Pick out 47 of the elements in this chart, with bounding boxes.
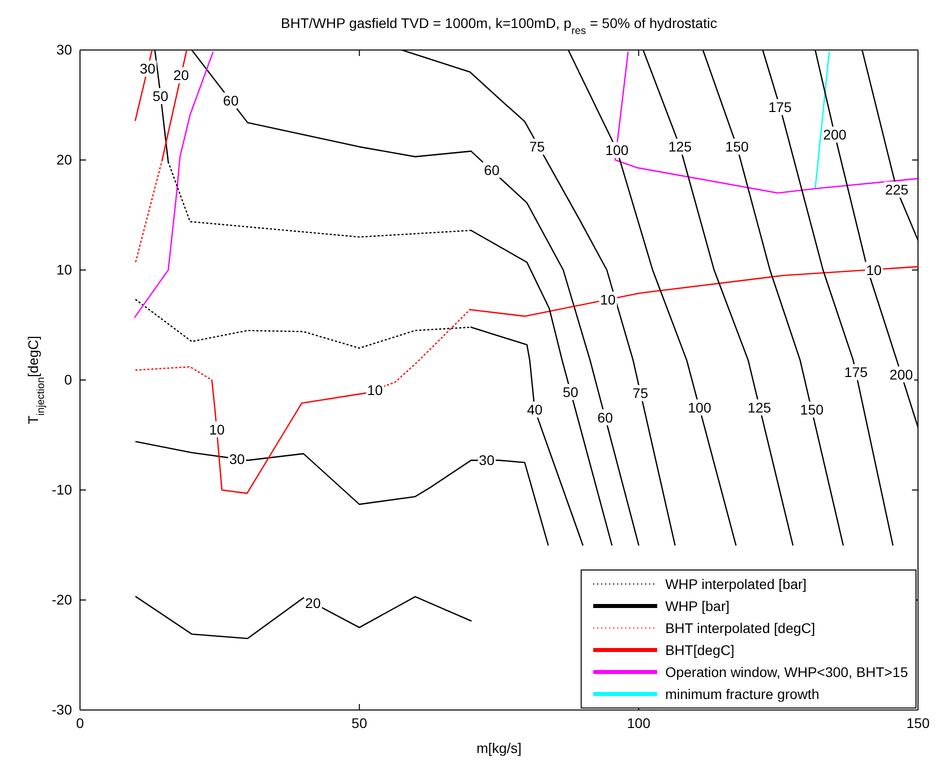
y-tick-label: 30	[56, 41, 72, 58]
annotation: 30	[140, 60, 156, 77]
annotation: 50	[152, 88, 168, 104]
legend-label: BHT[degC]	[665, 642, 734, 658]
annotation: 20	[305, 595, 321, 612]
y-tick-label: -30	[52, 701, 72, 718]
annotation: 75	[632, 385, 648, 402]
x-tick-label: 100	[626, 714, 651, 731]
annotation: 60	[597, 409, 614, 426]
annotation: 225	[885, 182, 909, 198]
x-tick-label: 50	[352, 714, 368, 731]
annotation: 10	[600, 292, 616, 308]
annotation: 30	[229, 451, 245, 468]
legend-label: WHP interpolated [bar]	[665, 576, 807, 592]
annotation: 175	[844, 364, 868, 380]
annotation: 40	[526, 402, 543, 418]
annotation: 50	[562, 384, 579, 400]
annotation: 75	[529, 138, 545, 155]
y-tick-label: 0	[64, 371, 72, 388]
chart-title: BHT/WHP gasfield TVD = 1000m, k=100mD, p$_{res}$ = 50% of hydrostatic	[280, 15, 718, 37]
annotation: 10	[866, 262, 882, 278]
annotation: 150	[725, 138, 749, 155]
y-tick-label: -20	[52, 591, 72, 608]
annotation: 200	[823, 126, 847, 143]
annotation: 100	[688, 399, 712, 416]
annotation: 150	[800, 402, 824, 418]
annotation: 10	[209, 421, 225, 438]
annotation: 125	[748, 399, 772, 416]
annotation: 60	[484, 162, 500, 178]
annotation: 20	[173, 67, 190, 84]
legend-label: WHP [bar]	[665, 598, 730, 614]
annotation: 100	[605, 142, 629, 158]
x-tick-label: 0	[76, 714, 84, 731]
x-axis-title: m[kg/s]	[476, 740, 522, 756]
annotation: 125	[668, 138, 692, 155]
annotation: 30	[478, 452, 495, 468]
y-tick-label: -10	[52, 481, 72, 498]
annotation: 10	[367, 382, 383, 398]
y-tick-label: 20	[56, 151, 72, 168]
annotation: 175	[768, 99, 792, 116]
x-tick-label: 150	[906, 714, 930, 731]
legend-label: minimum fracture growth	[665, 686, 820, 702]
annotation: 60	[223, 92, 239, 108]
legend-label: BHT interpolated [degC]	[665, 620, 816, 636]
legend-label: Operation window, WHP<300, BHT>15	[665, 664, 908, 680]
y-tick-label: 10	[56, 261, 72, 278]
annotation: 200	[890, 366, 914, 382]
